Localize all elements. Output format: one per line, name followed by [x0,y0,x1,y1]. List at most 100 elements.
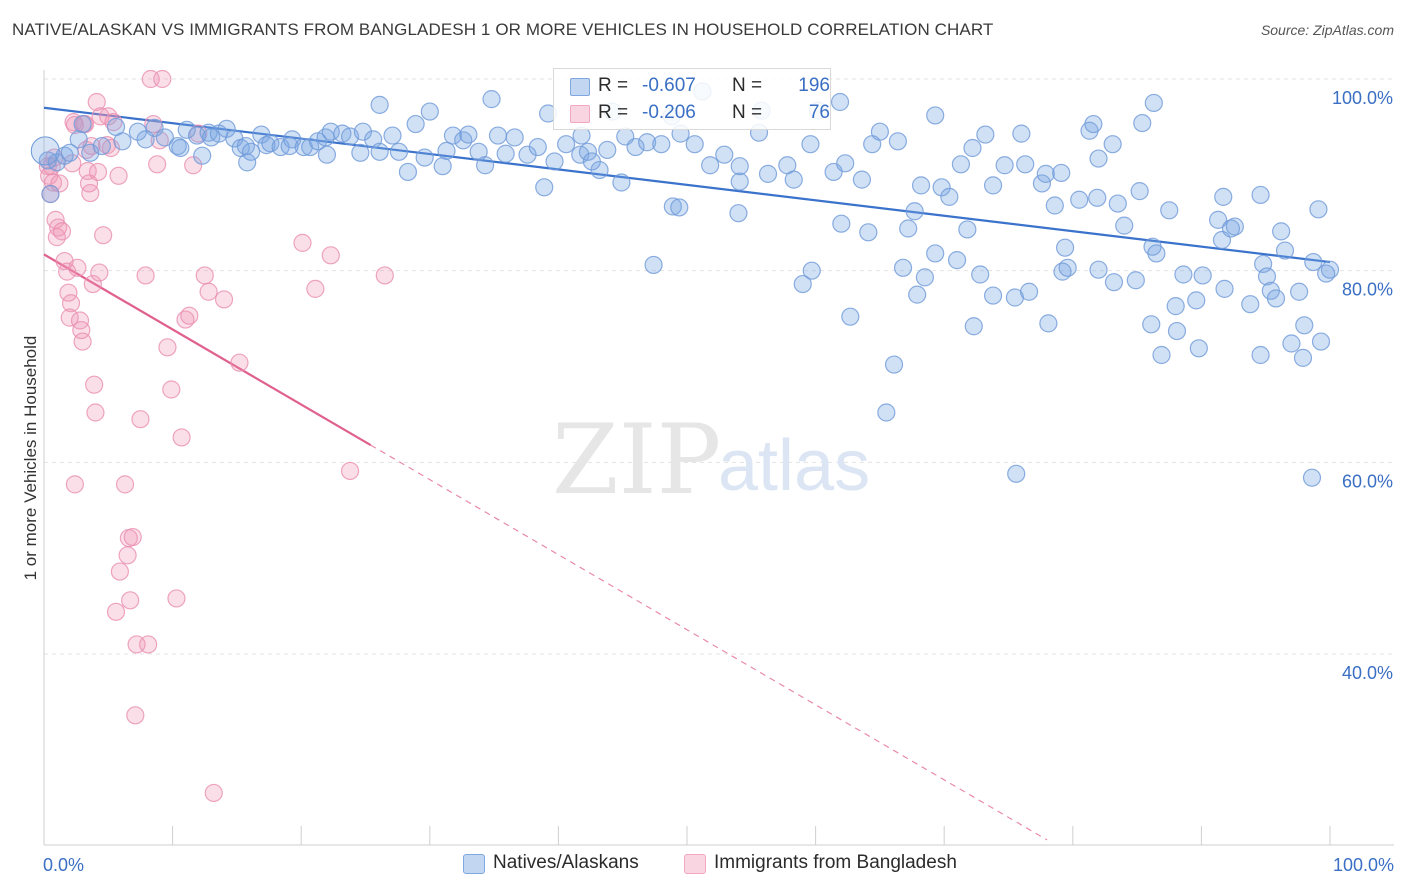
data-point [1126,271,1145,290]
data-point [148,155,167,174]
trend-lines [43,106,1331,841]
data-point [729,204,748,223]
data-point [106,602,126,621]
data-point [406,114,425,134]
data-point [1293,348,1313,367]
data-point [1189,339,1208,358]
data-point [475,156,495,175]
data-point [830,92,850,112]
trend-line-bangladesh-extension [370,444,1048,841]
data-point [1215,279,1234,298]
data-point [963,138,982,158]
data-point [121,591,140,610]
data-point [908,285,927,304]
data-point [118,546,137,565]
data-point [109,166,128,185]
data-point [60,143,79,162]
data-point [88,162,108,182]
y-tick-label: 80.0% [1342,280,1393,300]
data-point [899,219,918,238]
data-point [1320,260,1340,279]
data-point [238,153,257,172]
data-point [482,90,501,109]
data-point [951,155,971,174]
data-point [398,162,418,182]
data-point [59,283,78,302]
data-point [131,410,150,429]
data-point [582,152,601,171]
data-point [204,783,223,803]
data-point [55,146,74,165]
data-point [158,338,177,357]
data-point [1152,345,1171,365]
data-point [1266,289,1286,308]
data-point [41,184,60,204]
watermark-atlas: atlas [718,426,870,506]
data-point [1070,190,1089,209]
data-point [340,461,360,481]
data-point [172,428,191,447]
data-point [1103,135,1122,154]
data-point [50,174,69,193]
data-point [1174,265,1193,284]
y-tick-label: 40.0% [1342,663,1393,683]
data-point [1160,201,1179,220]
data-point [110,562,129,581]
series-bangladesh-points [38,69,394,803]
data-point [63,154,82,173]
stats-n-value: 76 [808,102,830,123]
data-point [1251,345,1270,365]
data-point [171,138,190,158]
data-point [1147,244,1166,263]
data-point [1058,258,1077,277]
data-point [1045,196,1064,215]
data-point [83,274,102,294]
data-point [1209,210,1228,229]
data-point [940,187,959,206]
data-point [317,145,337,164]
data-point [964,317,983,336]
data-point [1302,468,1322,487]
data-point [1016,155,1035,174]
data-point [926,244,945,263]
data-point [784,170,803,189]
data-point [947,251,967,270]
stats-n-value: 196 [798,75,830,96]
stats-n-label: N = [732,75,763,96]
data-point [598,140,617,160]
data-point [528,137,547,157]
data-point [43,173,63,192]
data-point [1193,266,1212,285]
data-point [1007,464,1026,483]
series-legend: Natives/Alaskans Immigrants from Banglad… [0,852,1406,878]
legend-label-natives: Natives/Alaskans [493,852,639,873]
data-point [1214,187,1233,206]
data-point [92,136,111,156]
data-point [104,113,123,132]
y-tick-label: 100.0% [1332,88,1393,108]
bangladesh-swatch [570,105,590,123]
data-point [280,136,299,156]
data-point [1272,222,1291,241]
data-point [1225,217,1244,236]
bangladesh-legend-swatch [684,854,706,874]
data-point [415,148,434,167]
data-point [68,258,87,277]
data-point [193,146,212,165]
data-point [926,106,945,125]
data-point [81,143,100,162]
data-point [236,136,256,156]
data-point [1088,188,1107,207]
data-point [859,223,878,242]
data-point [505,128,524,147]
data-point [1257,267,1277,286]
stats-legend: R = -0.607 N = 196 R = -0.206 N = 76 [553,68,831,130]
data-point [155,128,174,147]
x-tick-label-max: 100.0% [1333,855,1394,875]
data-point [1012,124,1031,143]
data-point [1144,93,1163,113]
data-point [353,122,373,141]
data-point [884,355,904,374]
data-point [73,114,92,134]
